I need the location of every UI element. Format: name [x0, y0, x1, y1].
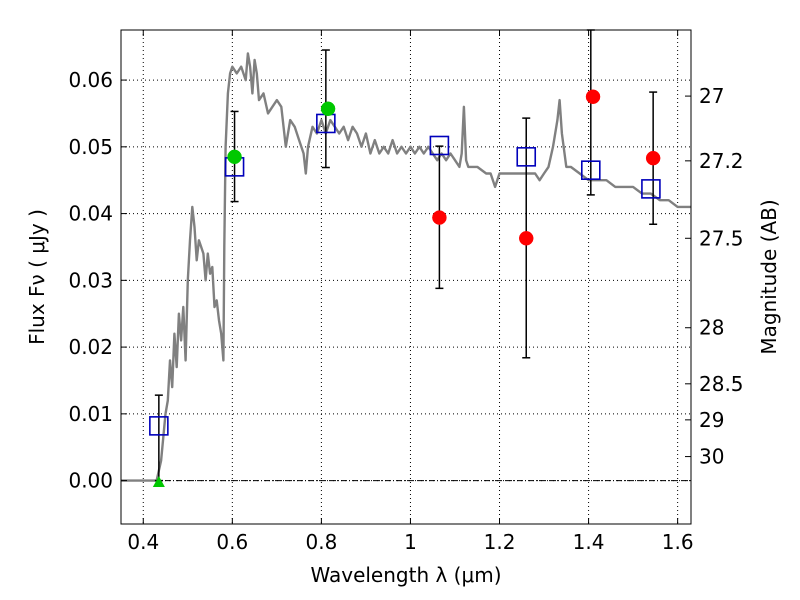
observed-flux-point — [585, 89, 601, 105]
data-series — [121, 29, 691, 487]
observed-flux-point — [320, 101, 336, 117]
x-tick-label: 0.8 — [305, 530, 337, 554]
observed-flux-point — [645, 150, 661, 166]
x-tick-label: 1 — [404, 530, 417, 554]
plot-frame — [120, 29, 692, 525]
mag-tick-label: 27.5 — [699, 226, 744, 250]
x-tick-label: 0.4 — [127, 530, 159, 554]
y-tick-label: 0.05 — [68, 135, 113, 159]
observed-flux-point — [518, 231, 534, 246]
x-axis-title: Wavelength λ (μm) — [310, 563, 501, 587]
axes: 0.4 0.6 0.8 1 1.2 1.4 1.6 0.00 0.01 0.02 0.03 0.04 0… — [68, 30, 744, 554]
x-tick-label: 0.6 — [216, 530, 248, 554]
template-spectrum-line — [121, 52, 691, 482]
model-flux-square — [516, 147, 537, 167]
mag-tick-label: 28 — [699, 316, 724, 340]
y-tick-label: 0.00 — [68, 469, 113, 493]
x-tick-label: 1.4 — [573, 530, 605, 554]
model-flux-square — [149, 416, 169, 436]
grid-lines — [121, 30, 691, 524]
model-flux-square — [641, 179, 661, 199]
observed-flux-point — [227, 149, 242, 165]
y-tick-label: 0.03 — [68, 268, 113, 292]
y-tick-label: 0.02 — [68, 335, 113, 359]
observed-flux-point — [432, 210, 447, 225]
mag-tick-label: 30 — [699, 445, 724, 469]
y-tick-label: 0.04 — [68, 202, 113, 226]
model-flux-square — [581, 160, 601, 180]
x-tick-label: 1.6 — [662, 530, 694, 554]
y-axis-title: Flux Fν ( μJy ) — [25, 209, 49, 345]
mag-tick-label: 28.5 — [699, 372, 744, 396]
model-flux-square — [429, 135, 450, 156]
mag-tick-label: 29 — [699, 408, 724, 432]
y-tick-label: 0.06 — [68, 68, 113, 92]
y-tick-label: 0.01 — [68, 402, 113, 426]
mag-tick-label: 27.2 — [699, 149, 744, 173]
mag-tick-label: 27 — [699, 84, 724, 108]
x-tick-label: 1.2 — [484, 530, 516, 554]
y2-axis-title: Magnitude (AB) — [757, 199, 781, 354]
upper-limit-triangle — [152, 475, 165, 487]
